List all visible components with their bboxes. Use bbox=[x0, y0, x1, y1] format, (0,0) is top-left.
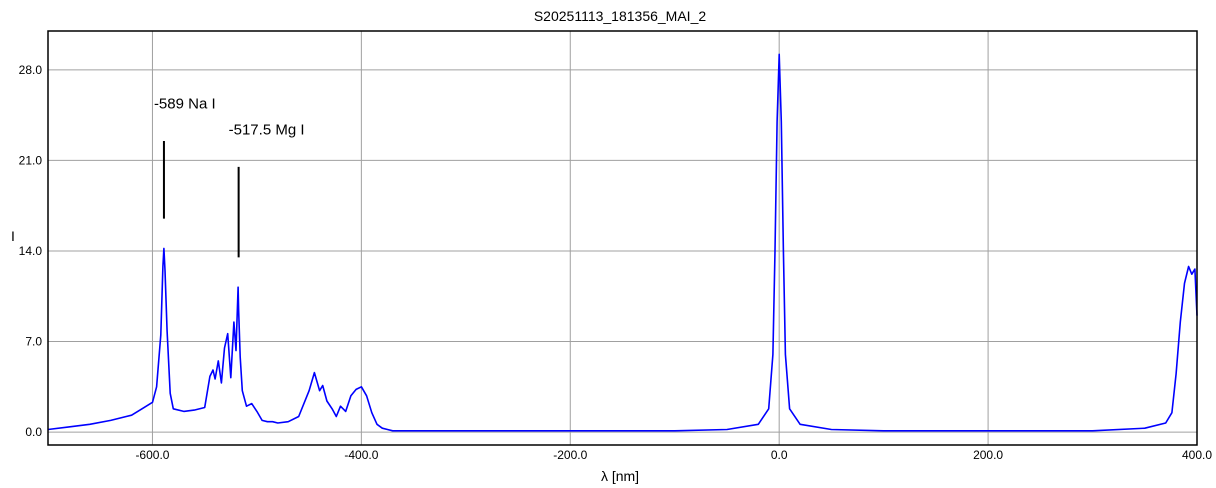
x-tick-label: -600.0 bbox=[135, 448, 169, 462]
x-tick-label: 200.0 bbox=[973, 448, 1003, 462]
peak-label: -517.5 Mg I bbox=[229, 122, 305, 139]
peak-label: -589 Na I bbox=[154, 96, 216, 113]
series-layer bbox=[47, 53, 1198, 432]
spectrum-line bbox=[47, 53, 1198, 432]
y-axis-label: I bbox=[11, 228, 15, 244]
x-tick-label: 400.0 bbox=[1182, 448, 1212, 462]
y-tick-label: 14.0 bbox=[19, 244, 43, 258]
plot-frame bbox=[47, 30, 1198, 446]
annotations: -589 Na I -517.5 Mg I bbox=[154, 96, 305, 258]
chart-title: S20251113_181356_MAI_2 bbox=[534, 8, 707, 24]
x-tick-label: 0.0 bbox=[771, 448, 788, 462]
y-tick-label: 21.0 bbox=[19, 153, 43, 167]
x-tick-label: -200.0 bbox=[553, 448, 587, 462]
y-tick-label: 7.0 bbox=[25, 335, 42, 349]
x-tick-label: -400.0 bbox=[344, 448, 378, 462]
x-axis-label: λ [nm] bbox=[601, 468, 639, 484]
y-tick-label: 28.0 bbox=[19, 63, 43, 77]
tick-labels: -600.0 -400.0 -200.0 0.0 200.0 400.0 0.0 7.0 14.… bbox=[19, 63, 1213, 462]
y-tick-label: 0.0 bbox=[25, 425, 42, 439]
